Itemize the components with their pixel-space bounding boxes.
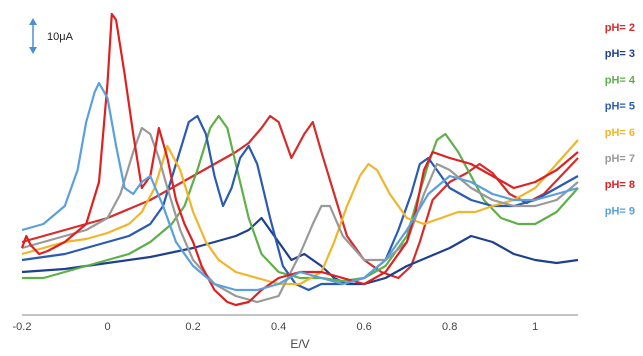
x-axis-title: E/V [290,337,309,351]
series-line-5 [21,139,579,286]
legend-item-2: pH= 3 [605,48,635,60]
x-tick-label: 0.8 [442,321,457,333]
x-tick-label: -0.2 [13,321,32,333]
legend-item-8: pH= 9 [605,205,635,217]
x-tick-label: 0.2 [185,321,200,333]
legend-item-6: pH= 7 [605,153,635,165]
scale-bar-arrow-up-icon [29,18,37,25]
legend: pH= 2 pH= 3 pH= 4 pH= 5 pH= 6 pH= 7 pH= 8 pH= 9 [605,22,636,217]
legend-item-1: pH= 2 [605,22,635,34]
legend-item-3: pH= 4 [605,74,636,86]
scale-bar-arrow-down-icon [29,47,37,54]
scale-bar: 10μA [29,18,74,54]
x-axis: -0.2 0 0.2 0.4 0.6 0.8 1 [13,314,578,333]
legend-item-4: pH= 5 [605,101,635,113]
series-line-6 [21,126,579,304]
legend-item-5: pH= 6 [605,127,635,139]
series-line-2 [21,216,579,286]
plot-area [20,12,579,307]
series-line-8 [21,81,579,292]
legend-item-7: pH= 8 [605,179,635,191]
x-tick-label: 0.4 [271,321,286,333]
x-tick-label: 0.6 [357,321,372,333]
x-tick-label: 0 [104,321,110,333]
series-line-4 [21,114,579,292]
series-line-7 [20,12,579,307]
x-tick-label: 1 [532,321,538,333]
scale-bar-label: 10μA [47,31,74,43]
